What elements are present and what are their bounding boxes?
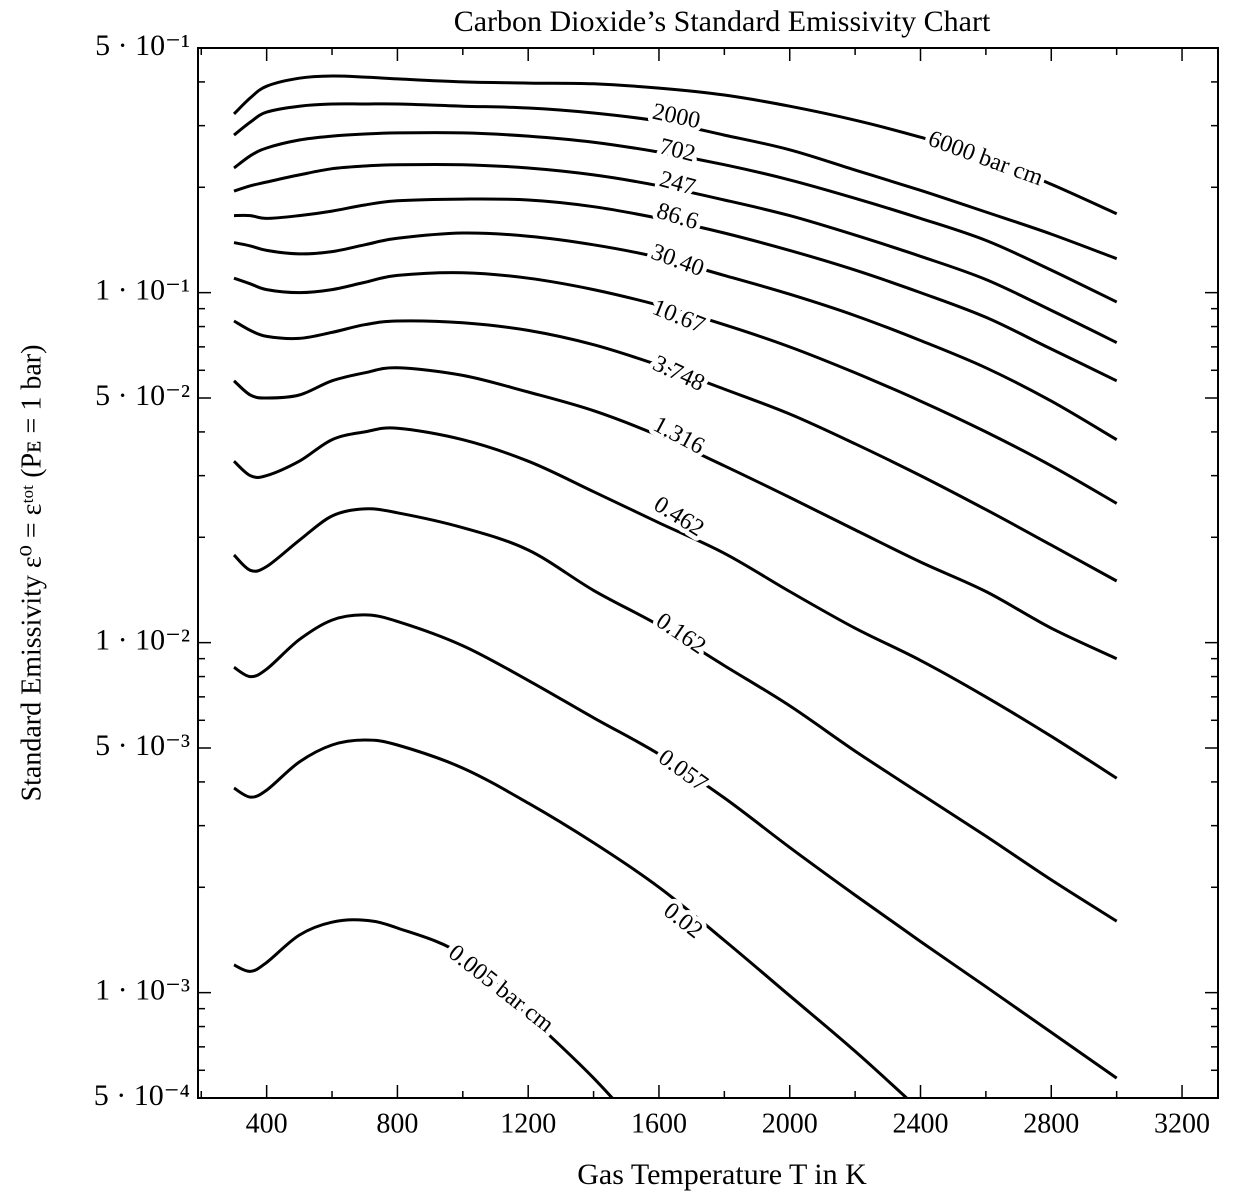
curve-label: 30.40	[648, 239, 708, 282]
chart-title: Carbon Dioxide’s Standard Emissivity Cha…	[454, 5, 991, 38]
curve	[233, 613, 1118, 1080]
curve-label: 247	[657, 166, 699, 200]
y-tick-label: 5 · 10⁻⁴	[94, 1079, 190, 1112]
curve-label: 0.462	[649, 491, 709, 542]
y-tick-label: 1 · 10⁻²	[95, 624, 190, 657]
curve	[233, 271, 1118, 505]
curve-label: 702	[657, 134, 698, 168]
curve-label: 1.316	[649, 412, 709, 460]
curve-label: 0.005 bar cm	[443, 940, 559, 1038]
curve-label: 3.748	[649, 350, 709, 396]
curve-label: 2000	[650, 99, 702, 134]
curve-label: 10.67	[649, 294, 709, 338]
y-tick-label: 1 · 10⁻¹	[95, 274, 190, 307]
curve-label: 6000 bar cm	[925, 126, 1047, 192]
x-tick-label: 2800	[1023, 1108, 1079, 1139]
curve	[232, 366, 1118, 661]
curve	[233, 102, 1118, 261]
x-tick-label: 400	[246, 1108, 288, 1139]
y-axis-label: Standard Emissivity ε⁰ = εᵗᵒᵗ (Pᴇ = 1 ba…	[16, 345, 47, 802]
curve	[232, 426, 1118, 780]
curve	[233, 197, 1118, 383]
y-tick-label: 1 · 10⁻³	[95, 974, 190, 1007]
plot-frame	[197, 47, 1219, 1099]
curve	[233, 738, 909, 1098]
curve	[232, 74, 1118, 216]
x-tick-label: 800	[376, 1108, 418, 1139]
x-tick-label: 1200	[500, 1108, 556, 1139]
x-axis-label: Gas Temperature T in K	[577, 1158, 867, 1191]
curve-label: 0.02	[658, 898, 707, 944]
x-tick-label: 3200	[1154, 1108, 1210, 1139]
curve	[233, 131, 1118, 304]
y-tick-label: 5 · 10⁻³	[95, 729, 190, 762]
x-tick-label: 2000	[762, 1108, 818, 1139]
curve-label: 0.057	[653, 744, 712, 797]
curve	[233, 319, 1118, 583]
y-tick-label: 5 · 10⁻¹	[95, 29, 190, 62]
plot-area	[232, 74, 1118, 1098]
curve	[232, 507, 1118, 923]
curve	[233, 918, 615, 1098]
y-tick-label: 5 · 10⁻²	[95, 379, 190, 412]
curve-label: 86.6	[654, 198, 702, 235]
curve	[233, 162, 1118, 344]
x-tick-label: 2400	[893, 1108, 949, 1139]
curve	[233, 231, 1118, 441]
x-tick-label: 1600	[631, 1108, 687, 1139]
